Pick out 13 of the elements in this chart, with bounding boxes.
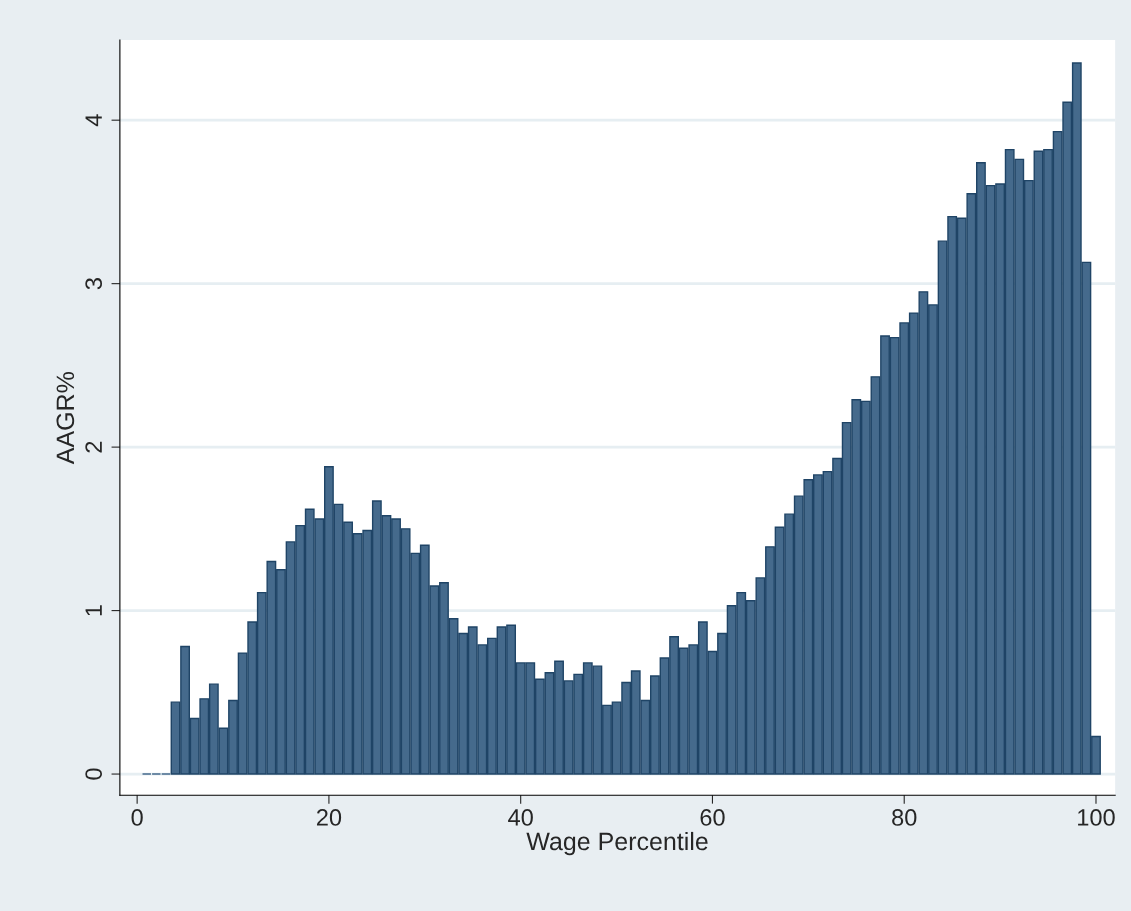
x-axis-title: Wage Percentile — [526, 831, 708, 856]
x-tick-label: 0 — [131, 809, 143, 826]
x-tick-label: 20 — [316, 809, 342, 826]
y-tick-label: 1 — [85, 605, 102, 616]
y-tick-label: 3 — [85, 278, 103, 290]
x-tick-label: 80 — [892, 809, 917, 826]
y-tick-label: 2 — [85, 441, 102, 453]
x-tick-label: 100 — [1078, 809, 1115, 826]
y-axis-title: AAGR% — [56, 372, 75, 465]
x-tick-label: 60 — [700, 809, 725, 826]
y-tick-label: 0 — [85, 768, 103, 780]
x-tick-label: 40 — [508, 809, 533, 826]
y-tick-label: 4 — [85, 114, 102, 127]
